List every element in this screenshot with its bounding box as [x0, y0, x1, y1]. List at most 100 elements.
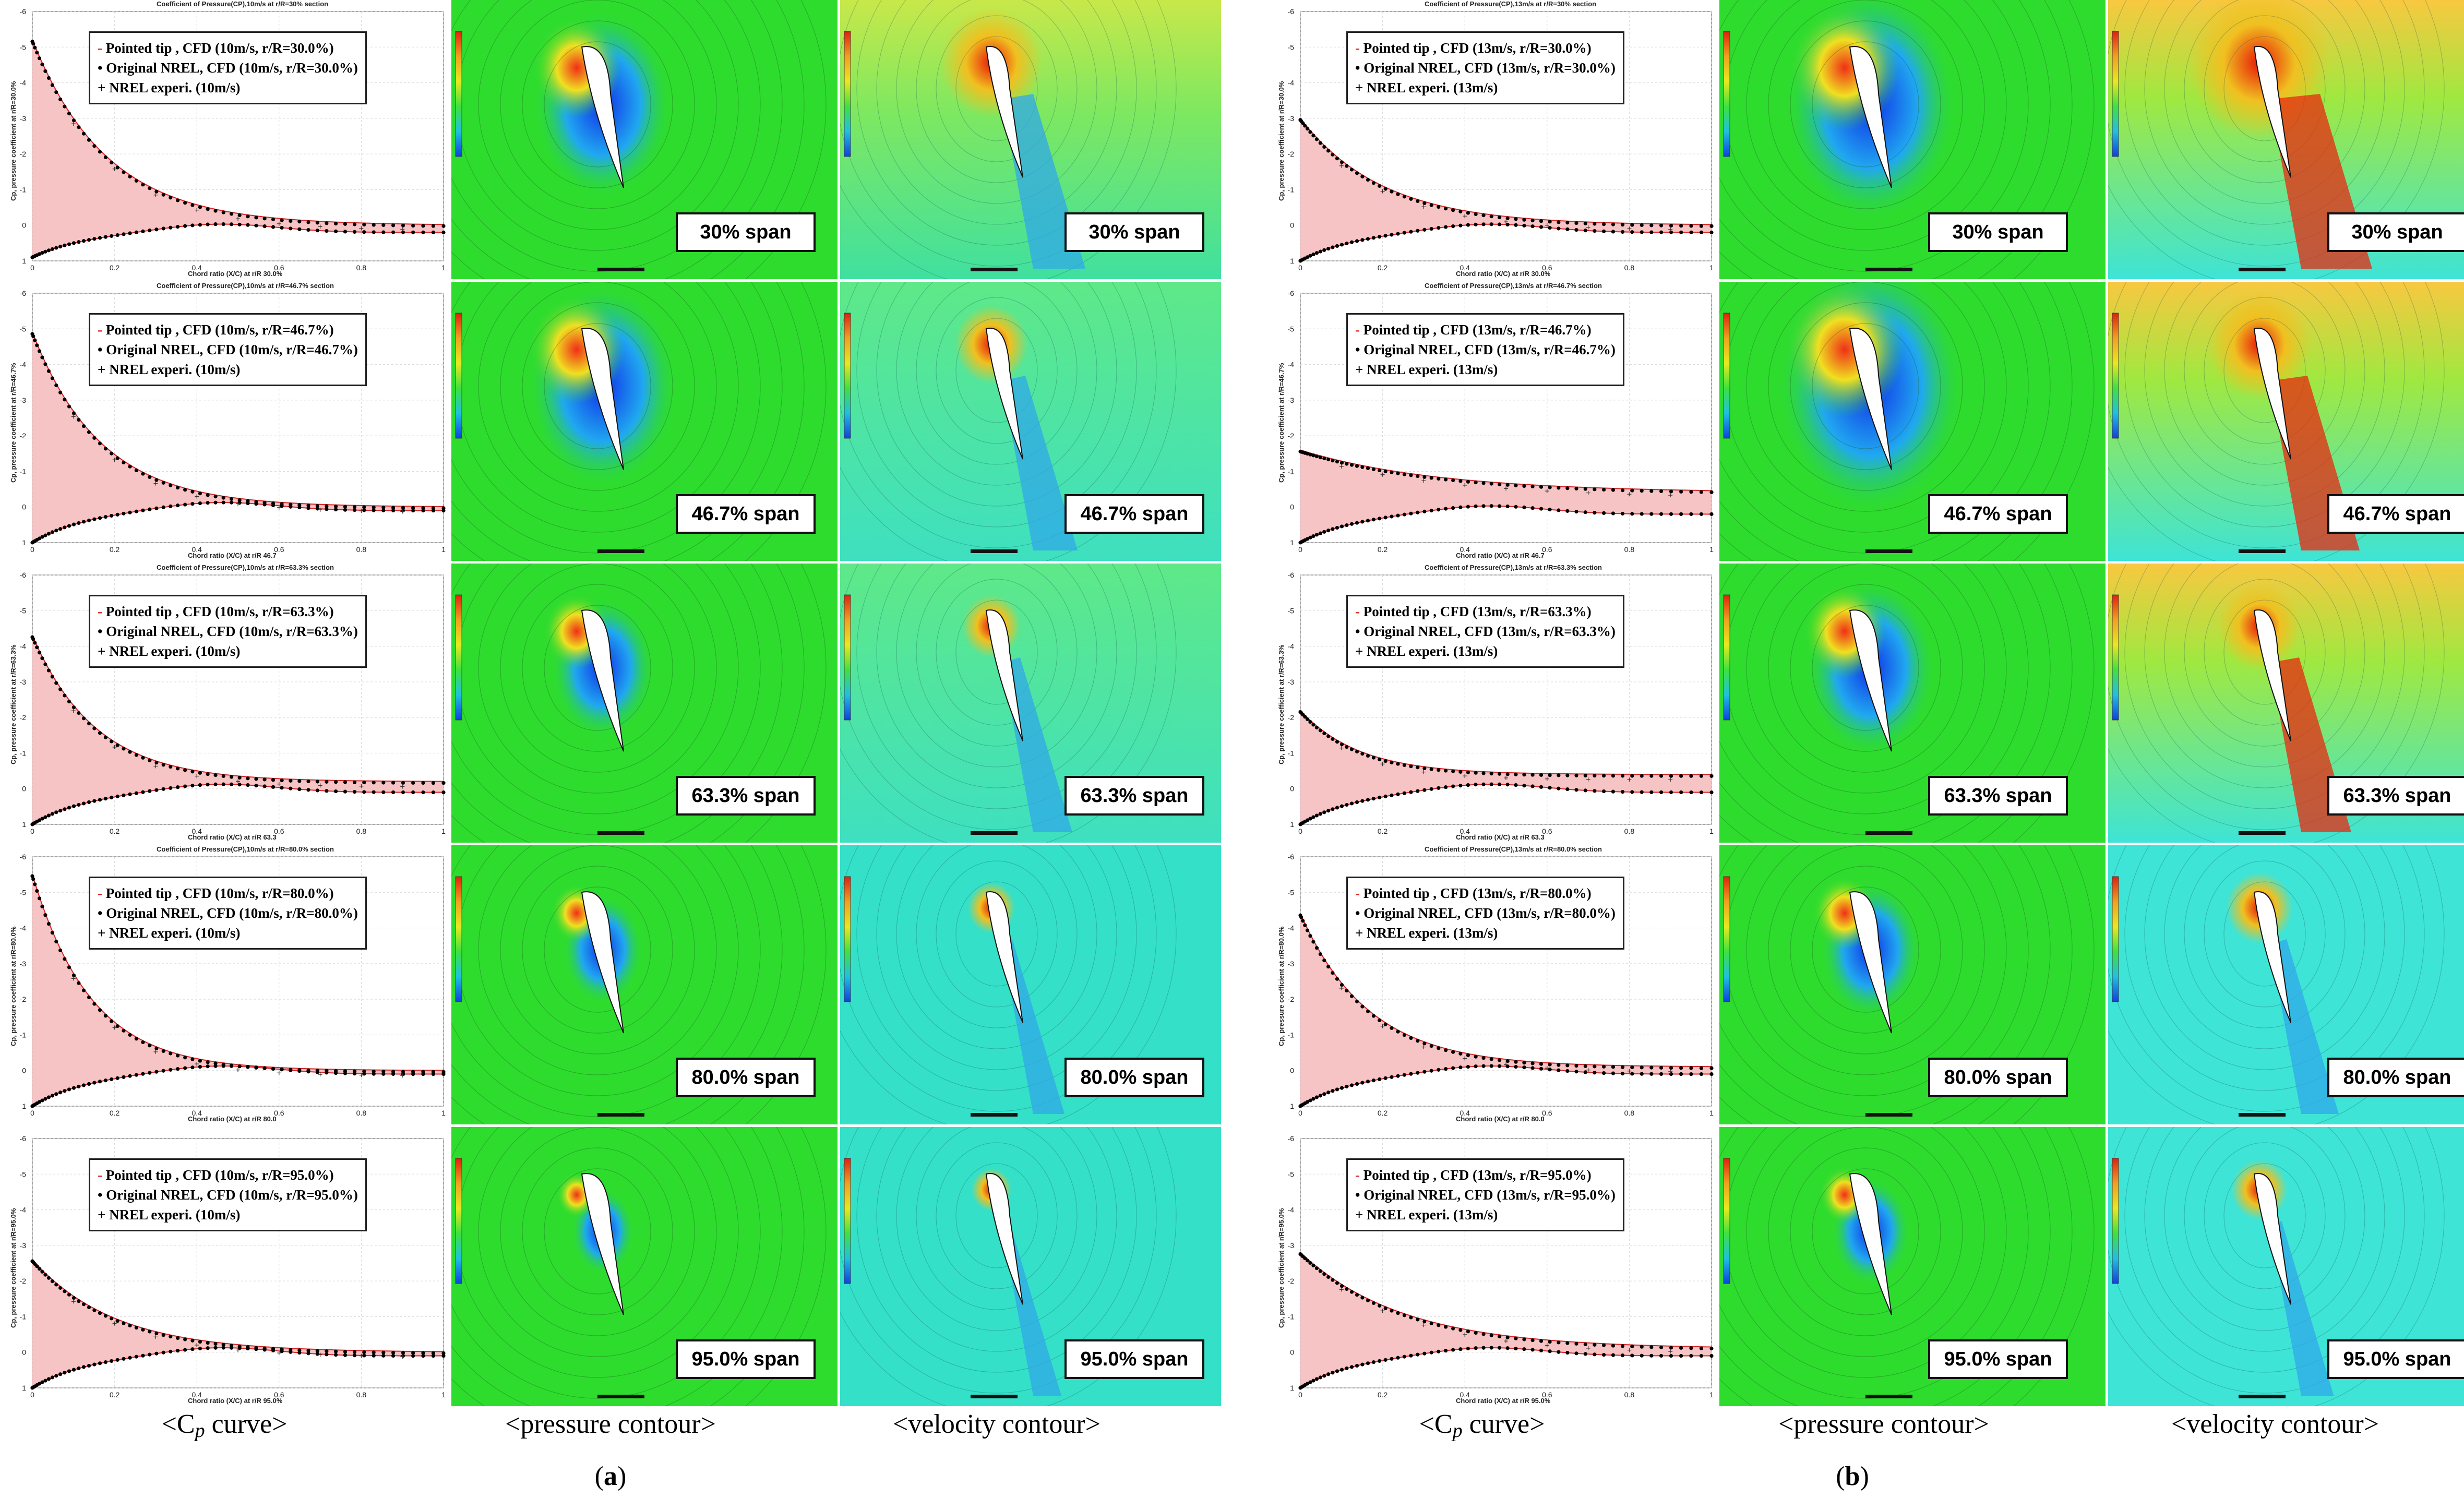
scale-bar [597, 268, 644, 271]
original-nrel-point [1505, 483, 1510, 487]
iso-contour [856, 282, 1137, 528]
original-nrel-point [1514, 1064, 1518, 1069]
iso-contour [896, 282, 1097, 486]
x-tick-label: 0.4 [192, 545, 202, 554]
original-nrel-point [254, 1347, 258, 1351]
nrel-experiment-point [236, 217, 240, 221]
original-nrel-point [115, 233, 119, 237]
original-nrel-point [50, 83, 54, 87]
original-nrel-point [1640, 1353, 1644, 1358]
original-nrel-point [1308, 130, 1312, 134]
original-nrel-point [1339, 742, 1344, 747]
original-nrel-point [103, 1360, 108, 1364]
nrel-experiment-point [318, 224, 322, 229]
original-nrel-point [1649, 774, 1654, 778]
velocity-contour-a-4: 80.0% span [840, 845, 1221, 1124]
original-nrel-point [1593, 229, 1597, 233]
x-tick-label: 0.4 [1460, 545, 1470, 554]
iso-contour [1768, 282, 1963, 491]
original-nrel-point [343, 1071, 348, 1075]
original-nrel-point [1565, 1069, 1570, 1073]
original-nrel-point [333, 1071, 338, 1075]
original-nrel-point [1390, 760, 1394, 765]
y-tick-label: 1 [1290, 820, 1294, 829]
span-label-box: 80.0% span [2327, 1058, 2464, 1097]
original-nrel-point [1360, 1004, 1365, 1009]
original-nrel-point [1409, 1315, 1413, 1320]
y-tick-label: -4 [20, 924, 27, 932]
cp-legend: - Pointed tip , CFD (10m/s, r/R=80.0%) • … [89, 877, 367, 950]
original-nrel-point [206, 1064, 210, 1069]
original-nrel-point [1630, 223, 1634, 227]
original-nrel-point [362, 222, 366, 227]
nrel-experiment-point [112, 458, 117, 462]
original-nrel-point [1583, 487, 1587, 491]
original-nrel-point [161, 1049, 165, 1053]
original-nrel-point [1466, 770, 1470, 774]
iso-contour [1746, 0, 1985, 230]
iso-contour [2144, 564, 2385, 788]
original-nrel-point [46, 813, 51, 818]
iso-contour [2013, 845, 2095, 1124]
original-nrel-point [306, 506, 310, 510]
legend-entry: - Pointed tip , CFD (13m/s, r/R=46.7%) [1355, 320, 1616, 340]
original-nrel-point [362, 780, 366, 785]
color-legend-bar [2112, 31, 2119, 157]
original-nrel-point [63, 525, 67, 530]
original-nrel-point [352, 790, 357, 794]
nrel-experiment-point [1627, 1069, 1632, 1073]
original-nrel-point [325, 780, 329, 784]
original-nrel-point [1557, 1063, 1561, 1067]
original-nrel-point [1326, 734, 1331, 738]
original-nrel-point [1371, 467, 1376, 471]
original-nrel-point [1522, 1337, 1526, 1341]
original-nrel-point [148, 758, 152, 762]
nrel-experiment-point [71, 976, 76, 981]
original-nrel-point [1429, 226, 1433, 231]
scale-bar [597, 831, 644, 835]
original-nrel-point [306, 1348, 310, 1353]
iso-contour [2108, 0, 2425, 267]
original-nrel-point [1429, 508, 1433, 513]
original-nrel-point [98, 236, 102, 240]
original-nrel-point [1378, 1303, 1382, 1308]
original-nrel-point [1429, 1044, 1433, 1048]
iso-contour [1746, 1127, 1985, 1357]
legend-text: Pointed tip , CFD (10m/s, r/R=80.0%) [105, 885, 334, 901]
original-nrel-point [128, 1074, 132, 1078]
original-nrel-point [381, 506, 386, 510]
original-nrel-point [1451, 1348, 1455, 1352]
wake-region [1002, 657, 1072, 832]
nrel-experiment-point [1421, 478, 1426, 483]
iso-contour [955, 881, 1038, 987]
original-nrel-point [1308, 452, 1312, 457]
nrel-experiment-point [1380, 189, 1385, 194]
iso-contour [478, 1127, 717, 1357]
y-tick-label: -6 [1288, 289, 1295, 297]
x-tick-label: 1 [441, 827, 446, 835]
iso-contour [1719, 564, 2073, 843]
original-nrel-point [1383, 1358, 1388, 1362]
original-nrel-point [1422, 201, 1427, 206]
original-nrel-point [297, 227, 302, 231]
original-nrel-point [1314, 251, 1319, 255]
original-nrel-point [1308, 934, 1312, 938]
legend-entry: - Pointed tip , CFD (13m/s, r/R=95.0%) [1355, 1165, 1616, 1185]
original-nrel-point [115, 1319, 119, 1323]
pressure-contour-svg [451, 0, 827, 279]
original-nrel-point [63, 104, 67, 109]
original-nrel-point [1335, 806, 1339, 810]
original-nrel-point [1505, 1346, 1510, 1350]
original-nrel-point [58, 948, 63, 953]
original-nrel-point [372, 781, 376, 785]
original-nrel-point [1583, 1342, 1587, 1346]
original-nrel-point [148, 475, 152, 479]
original-nrel-point [1331, 807, 1335, 811]
nrel-experiment-point [1380, 1309, 1385, 1313]
iso-contour [955, 600, 1038, 705]
original-nrel-point [1565, 1341, 1570, 1345]
original-nrel-point [122, 1357, 126, 1361]
original-nrel-point [1481, 1332, 1486, 1336]
iso-contour [451, 0, 783, 279]
original-nrel-point [1601, 487, 1606, 492]
